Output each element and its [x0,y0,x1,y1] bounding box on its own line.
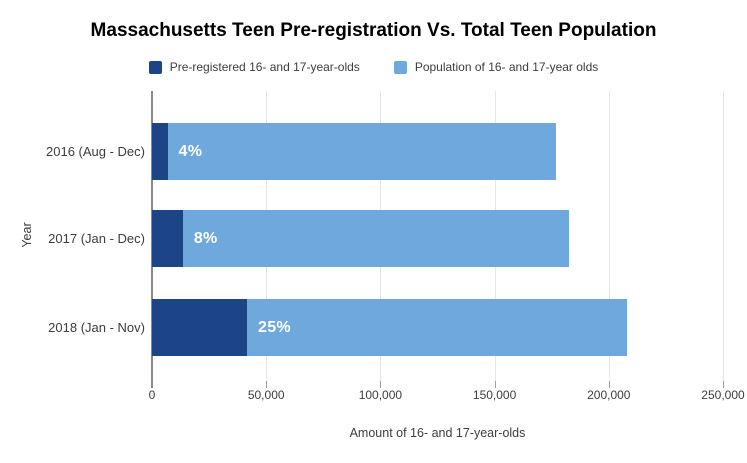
x-axis-tick-label: 250,000 [701,388,745,402]
x-axis-tick-label: 0 [148,388,156,402]
chart-title: Massachusetts Teen Pre-registration Vs. … [90,20,657,41]
legend-item-pre-registered: Pre-registered 16- and 17-year-olds [148,60,360,74]
y-axis-category-label: 2016 (Aug - Dec) [46,144,145,159]
bar-segment-pre-registered [152,123,168,180]
bar-percent-label: 8% [193,229,218,247]
x-axis-tick [723,381,724,388]
bar-row: 25% [152,299,723,356]
bar-segment-population: 8% [182,210,569,267]
bar-percent-label: 25% [258,318,291,336]
legend-swatch-pre-registered [148,60,162,74]
bar-row: 4% [152,123,723,180]
gridline [608,91,610,381]
bar-row: 8% [152,210,723,267]
bar-segment-population: 25% [247,299,628,356]
plot-area: 4% 8% 25% [151,91,724,388]
x-axis-tick-label: 100,000 [358,388,403,402]
x-axis-tick [380,381,382,388]
legend-item-population: Population of 16- and 17-year olds [393,60,599,74]
x-axis-tick-label: 200,000 [587,388,631,402]
x-axis-tick-label: 50,000 [247,388,285,402]
bar-segment-pre-registered [152,210,183,267]
legend-swatch-population [393,60,407,74]
gridline [723,91,724,381]
legend-label-population: Population of 16- and 17-year olds [414,60,599,74]
y-axis-category-label: 2018 (Jan - Nov) [48,320,145,335]
legend: Pre-registered 16- and 17-year-olds Popul… [0,59,747,75]
x-axis-tick [266,381,268,388]
x-axis-tick [608,381,610,388]
x-axis-tick-label: 150,000 [472,388,517,402]
x-axis-tick [494,381,496,388]
bar-segment-population: 4% [167,123,556,180]
legend-label-pre-registered: Pre-registered 16- and 17-year-olds [169,60,360,74]
bar-segment-pre-registered [152,299,247,356]
y-axis-category-label: 2017 (Jan - Dec) [48,231,145,246]
x-axis-title: Amount of 16- and 17-year-olds [349,426,526,440]
bar-percent-label: 4% [178,142,203,160]
